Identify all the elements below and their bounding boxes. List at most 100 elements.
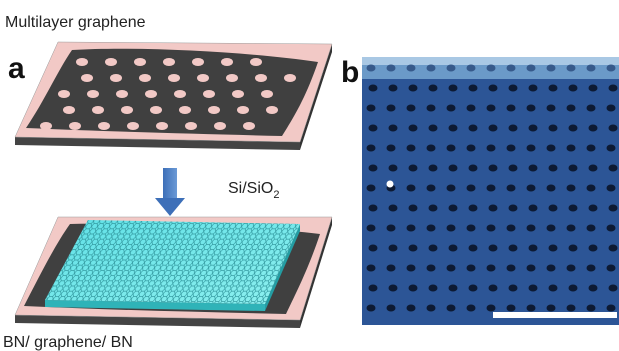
hole [587,225,596,232]
hole [567,225,576,232]
hole [369,205,378,212]
hole [609,125,618,132]
hole [547,145,556,152]
hole [409,245,418,252]
hole [407,265,416,272]
particle [387,181,394,188]
substrate-label: Si/SiO2 [228,180,279,201]
hole [92,106,104,114]
hole [427,105,436,112]
hole [163,58,175,66]
hole [509,125,518,132]
hole [387,225,396,232]
hole [409,125,418,132]
hole [156,122,168,130]
hole [367,185,376,192]
hole [549,85,558,92]
bottom-label: BN/ graphene/ BN [3,334,133,351]
hole [507,65,516,72]
hole [389,205,398,212]
hole [105,58,117,66]
hole [589,125,598,132]
hole [139,74,151,82]
hole [607,105,616,112]
hole [507,265,516,272]
hole [569,205,578,212]
hole [407,305,416,312]
micrograph [362,57,619,325]
hole [489,125,498,132]
hole [587,105,596,112]
hole [489,285,498,292]
hole [509,165,518,172]
hole [266,106,278,114]
hole [174,90,186,98]
hole [409,285,418,292]
hole [549,165,558,172]
hole [427,305,436,312]
hole [529,85,538,92]
hole [467,105,476,112]
hole [367,225,376,232]
hole [587,265,596,272]
hole [389,245,398,252]
hole [81,74,93,82]
hole [237,106,249,114]
hole [469,165,478,172]
hole [367,305,376,312]
hole [429,205,438,212]
hole [110,74,122,82]
hole [589,85,598,92]
hole [529,205,538,212]
hole [527,65,536,72]
hole [469,125,478,132]
hole [116,90,128,98]
hole [121,106,133,114]
hole [589,245,598,252]
hole [569,85,578,92]
hole [527,185,536,192]
hole [407,105,416,112]
hole [87,90,99,98]
hole [547,65,556,72]
hole [489,85,498,92]
hole [569,165,578,172]
hole [221,58,233,66]
hole [127,122,139,130]
hole [469,85,478,92]
hole [507,185,516,192]
hole [509,285,518,292]
hole [609,165,618,172]
hole [409,85,418,92]
hole [487,145,496,152]
hole [429,85,438,92]
hole [607,185,616,192]
hole [549,285,558,292]
hole [447,305,456,312]
hole [469,205,478,212]
hole [587,305,596,312]
hole [609,285,618,292]
substrate-label-sub: 2 [273,189,279,201]
hole [387,305,396,312]
hole [529,165,538,172]
hole [449,85,458,92]
hole [547,265,556,272]
hole [427,145,436,152]
figure: Multilayer graphene a Si/SiO2 BN/ graphe… [0,0,619,351]
hole [449,285,458,292]
hole [529,125,538,132]
hole [547,105,556,112]
hole [469,285,478,292]
hole [76,58,88,66]
hole [569,285,578,292]
hole [607,145,616,152]
hole [449,245,458,252]
hole [447,185,456,192]
hole [243,122,255,130]
hole [509,245,518,252]
hole [369,285,378,292]
hole [509,205,518,212]
hole [185,122,197,130]
hole [197,74,209,82]
